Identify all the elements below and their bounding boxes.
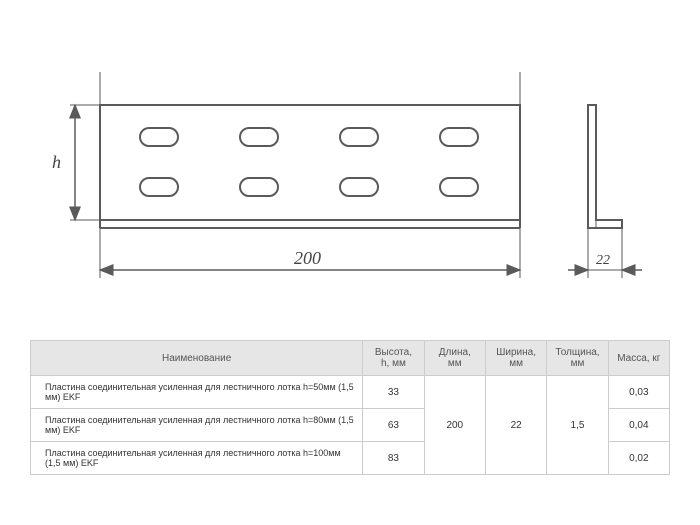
- cell-height: 83: [363, 442, 424, 475]
- col-length: Длина, мм: [424, 341, 485, 376]
- front-view: [100, 105, 520, 228]
- cell-height: 33: [363, 376, 424, 409]
- col-height: Высота, h, мм: [363, 341, 424, 376]
- col-thickness: Толщина, мм: [547, 341, 608, 376]
- col-width: Ширина, мм: [485, 341, 546, 376]
- side-view: [588, 105, 622, 228]
- technical-drawing: h 200 22: [40, 60, 660, 320]
- spec-table-container: Наименование Высота, h, мм Длина, мм Шир…: [30, 340, 670, 475]
- cell-mass: 0,02: [608, 442, 669, 475]
- table-row: Пластина соединительная усиленная для ле…: [31, 376, 670, 409]
- dim-h-label: h: [52, 152, 61, 172]
- cell-length: 200: [424, 376, 485, 475]
- table-header-row: Наименование Высота, h, мм Длина, мм Шир…: [31, 341, 670, 376]
- cell-height: 63: [363, 409, 424, 442]
- cell-name: Пластина соединительная усиленная для ле…: [31, 409, 363, 442]
- cell-name: Пластина соединительная усиленная для ле…: [31, 442, 363, 475]
- cell-thickness: 1,5: [547, 376, 608, 475]
- cell-name: Пластина соединительная усиленная для ле…: [31, 376, 363, 409]
- col-mass: Масса, кг: [608, 341, 669, 376]
- cell-width: 22: [485, 376, 546, 475]
- drawing-svg: h 200 22: [40, 60, 660, 320]
- cell-mass: 0,03: [608, 376, 669, 409]
- dim-200-label: 200: [294, 248, 321, 268]
- cell-mass: 0,04: [608, 409, 669, 442]
- spec-table: Наименование Высота, h, мм Длина, мм Шир…: [30, 340, 670, 475]
- dim-22-label: 22: [596, 253, 610, 268]
- col-name: Наименование: [31, 341, 363, 376]
